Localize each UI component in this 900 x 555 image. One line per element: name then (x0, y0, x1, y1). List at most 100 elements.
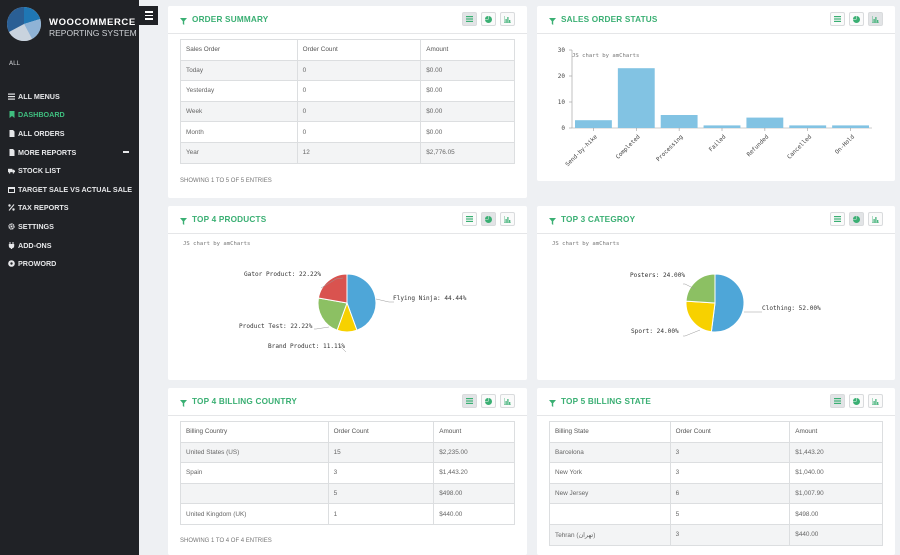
table-cell: United States (US) (180, 441, 329, 464)
panel-title: TOP 5 BILLING STATE (561, 397, 652, 406)
entries-info: SHOWING 1 TO 4 OF 4 ENTRIES (180, 538, 272, 544)
sidebar-item-label: ALL MENUS (18, 91, 60, 101)
sidebar-item-dashboard[interactable]: DASHBOARD (0, 106, 139, 125)
bar-view-button[interactable] (868, 12, 883, 26)
bar (746, 117, 784, 128)
pie-label: Posters: 24.00% (630, 272, 686, 279)
panel-title: TOP 4 PRODUCTS (192, 215, 267, 224)
table-cell: 0 (296, 59, 422, 82)
table-cell: Yesterday (180, 80, 298, 102)
table-row: Week 0 $0.00 (180, 100, 515, 123)
table-row: United States (US) 15 $2,235.00 (180, 441, 515, 464)
table-cell: Week (180, 100, 298, 123)
table-cell: $2,235.00 (433, 441, 515, 464)
pie-leader-line (337, 343, 347, 353)
bar (617, 68, 655, 128)
table-row: New York 3 $1,040.00 (549, 462, 883, 484)
sidebar-section-label: ALL (9, 60, 20, 67)
sidebar-item-stock-list[interactable]: STOCK LIST (0, 161, 139, 180)
table-cell: Tehran (تهران) (549, 523, 671, 546)
y-tick-label: 10 (558, 99, 566, 106)
bar-view-button[interactable] (868, 394, 883, 408)
pie-view-button[interactable] (481, 12, 496, 26)
x-tick-label: On-Hold (834, 134, 856, 156)
bar-chart-icon (504, 215, 511, 223)
chart-credit: JS chart by amCharts (183, 241, 251, 247)
bar-view-button[interactable] (500, 212, 515, 226)
bookmark-icon (8, 111, 15, 119)
pie-slice (346, 273, 377, 331)
pie-icon (485, 215, 492, 223)
pie-view-button[interactable] (481, 394, 496, 408)
table-header: Billing Country (180, 421, 329, 443)
bar-view-button[interactable] (500, 12, 515, 26)
logo-title: WOOCOMMERCE (49, 17, 136, 28)
table-view-button[interactable] (462, 212, 477, 226)
table-cell: New Jersey (549, 482, 671, 505)
pie-view-button[interactable] (849, 394, 864, 408)
pie-leader-line (375, 298, 394, 303)
table-row: 5 $498.00 (549, 503, 883, 525)
table-header: Order Count (296, 39, 422, 61)
sidebar-item-settings[interactable]: SETTINGS (0, 217, 139, 236)
pie-leader-line (683, 329, 701, 337)
table-view-button[interactable] (830, 394, 845, 408)
pie-slice (685, 300, 716, 333)
bar-view-button[interactable] (500, 394, 515, 408)
table-row: Tehran (تهران) 3 $440.00 (549, 523, 883, 546)
pie-slice (317, 297, 348, 331)
table-cell: 3 (669, 462, 791, 484)
table-cell: $0.00 (420, 80, 515, 102)
bar-view-button[interactable] (868, 212, 883, 226)
menu-icon (8, 93, 15, 100)
table-cell: 3 (669, 441, 791, 464)
table-row: Today 0 $0.00 (180, 59, 515, 82)
pie-view-button[interactable] (481, 212, 496, 226)
sidebar-toggle-button[interactable] (139, 6, 158, 25)
sales-order-status-chart: 0 10 20 30 Send-by-hike Completed Processing Fa… (558, 47, 872, 168)
table-view-button[interactable] (830, 212, 845, 226)
app-logo[interactable]: WOOCOMMERCE REPORTING SYSTEM (6, 6, 137, 44)
x-tick-label: Completed (615, 134, 641, 160)
panel-title: SALES ORDER STATUS (561, 15, 658, 24)
pie-view-button[interactable] (849, 212, 864, 226)
logo-pie-icon (6, 7, 41, 41)
list-icon (466, 16, 473, 22)
pie-view-button[interactable] (849, 12, 864, 26)
collapse-minus-icon[interactable] (123, 150, 129, 153)
bar-chart-icon (504, 15, 511, 23)
sidebar-item-add-ons[interactable]: ADD-ONS (0, 236, 139, 255)
pie-slice (710, 273, 745, 333)
table-cell: 1 (327, 503, 435, 525)
filter-icon (549, 210, 556, 229)
filter-icon (180, 210, 187, 229)
order-summary-panel: ORDER SUMMARY Sales Order Order Count Am… (168, 6, 527, 198)
table-cell: $0.00 (420, 59, 515, 82)
sidebar-item-proword[interactable]: PROWORD (0, 254, 139, 273)
sidebar-item-label: TAX REPORTS (18, 203, 69, 213)
table-view-button[interactable] (830, 12, 845, 26)
sidebar-item-target-sale[interactable]: TARGET SALE VS ACTUAL SALE (0, 180, 139, 199)
table-cell: 5 (669, 503, 791, 525)
table-cell: 12 (296, 141, 422, 164)
table-header-row: Sales Order Order Count Amount (180, 39, 515, 61)
table-cell: $2,776.05 (420, 141, 515, 164)
sidebar-item-all-orders[interactable]: ALL ORDERS (0, 124, 139, 143)
list-icon (834, 16, 841, 22)
table-cell: $498.00 (433, 482, 515, 505)
bar-chart-icon (504, 397, 511, 405)
sidebar-item-more-reports[interactable]: MORE REPORTS (0, 143, 139, 162)
table-view-button[interactable] (462, 12, 477, 26)
top-products-panel: TOP 4 PRODUCTS JS chart by amCharts Gato… (168, 206, 527, 380)
circle-icon (8, 260, 15, 267)
table-header-row: Billing State Order Count Amount (549, 421, 883, 443)
table-view-button[interactable] (462, 394, 477, 408)
filter-icon (549, 10, 556, 29)
sidebar-item-tax-reports[interactable]: TAX REPORTS (0, 199, 139, 218)
table-cell: Spain (180, 462, 329, 484)
pie-label: Product Test: 22.22% (239, 323, 313, 330)
y-tick-label: 0 (561, 125, 565, 132)
table-cell: Today (180, 59, 298, 82)
sidebar-item-all-menus[interactable]: ALL MENUS (0, 87, 139, 106)
calendar-icon (8, 186, 15, 193)
